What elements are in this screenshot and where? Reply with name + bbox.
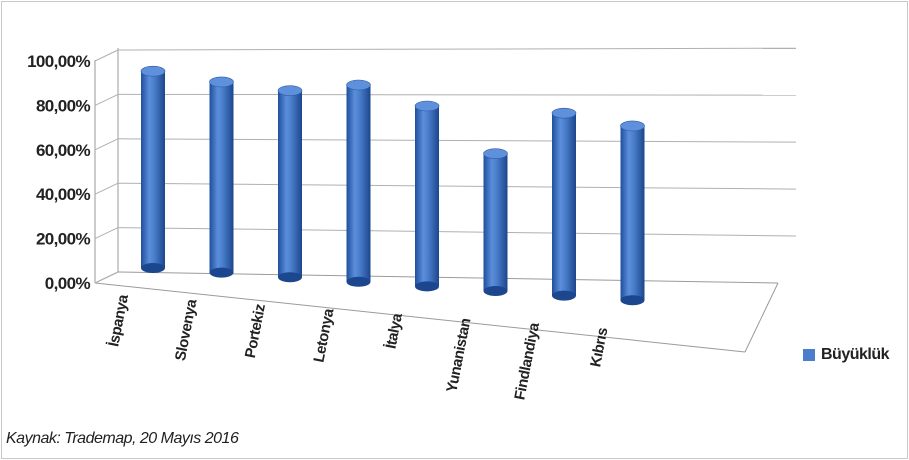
gridline: [117, 47, 797, 51]
bar: [209, 76, 234, 278]
bar-body: [552, 113, 576, 296]
bar-top: [209, 76, 234, 88]
bar-base: [346, 276, 371, 287]
x-tick-label: Kıbrıs: [587, 326, 611, 368]
bar-base: [483, 286, 508, 296]
x-tick-label: Slovenya: [172, 297, 201, 362]
bar: [414, 100, 440, 292]
bar: [346, 79, 371, 287]
bar-base: [278, 272, 302, 283]
bar-body: [278, 90, 302, 278]
y-tick-label: 20,00%: [36, 230, 91, 249]
x-tick-label: Portekiz: [242, 303, 269, 360]
side-gridline: [94, 271, 119, 284]
y-tick-label: 40,00%: [36, 185, 91, 204]
bar-body: [209, 81, 234, 273]
y-tick-label: 100,00%: [27, 52, 90, 71]
bar-base: [415, 281, 439, 292]
bar: [277, 85, 303, 283]
legend-label: Büyüklük: [821, 346, 890, 363]
bar-body: [415, 106, 439, 287]
floor-right-edge: [744, 282, 779, 353]
x-tick-label: İtalya: [382, 311, 406, 350]
legend-swatch: [803, 349, 815, 361]
bar-base: [141, 263, 165, 273]
side-gridline: [94, 182, 119, 195]
bar-body: [141, 71, 165, 268]
bar-top: [483, 148, 508, 159]
x-tick-label: Yunanistan: [443, 317, 474, 394]
bar-base: [209, 267, 234, 278]
bar: [551, 107, 577, 301]
bar-top: [551, 107, 577, 119]
y-tick-label: 60,00%: [36, 141, 91, 160]
legend: Büyüklük: [803, 346, 890, 364]
x-tick-label: İspanya: [105, 292, 132, 348]
source-note: Kaynak: Trademap, 20 Mayıs 2016: [6, 430, 239, 447]
y-tick-label: 0,00%: [45, 274, 91, 293]
side-gridline: [94, 138, 119, 151]
bar-body: [346, 85, 371, 282]
side-gridline: [94, 227, 119, 240]
x-tick-label: Letonya: [310, 306, 337, 363]
bar: [140, 65, 166, 273]
bar-top: [277, 85, 303, 96]
bar-top: [414, 100, 440, 112]
bar-body: [620, 125, 645, 301]
bar-top: [140, 65, 166, 77]
bar: [620, 120, 645, 306]
y-tick-label: 80,00%: [36, 96, 91, 115]
floor-front-edge: [94, 282, 746, 353]
x-tick-label: Findlandiya: [511, 321, 543, 402]
bar: [483, 148, 508, 296]
bar-body: [483, 153, 508, 291]
side-gridline: [94, 49, 119, 62]
side-gridline: [94, 93, 119, 106]
bar-base: [552, 290, 576, 301]
bar-base: [620, 295, 645, 306]
bar-top: [620, 120, 645, 132]
bar-top: [346, 79, 371, 91]
